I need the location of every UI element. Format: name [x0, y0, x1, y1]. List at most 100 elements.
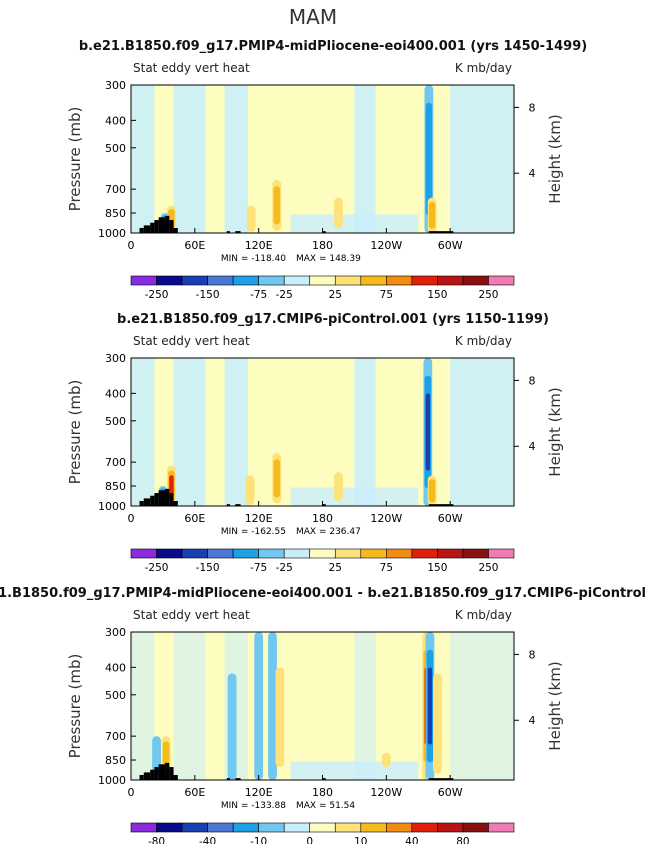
colorbar-swatch: [360, 548, 387, 559]
topography: [322, 778, 326, 780]
topography: [226, 231, 230, 233]
min-label: MIN = -118.40: [221, 254, 286, 264]
x-tick-label: 120W: [370, 786, 402, 799]
chart-panel-2: b.e21.B1850.f09_g17.CMIP6-piControl.001 …: [66, 312, 564, 574]
colorbar-swatch: [360, 822, 387, 833]
y-tick-label: 700: [105, 456, 126, 469]
y-tick-label: 850: [105, 480, 126, 493]
field-feature: [275, 667, 285, 768]
topography: [165, 488, 170, 506]
topography: [235, 778, 241, 780]
x-tick-label: 60W: [438, 512, 463, 525]
colorbar-label: 25: [329, 562, 342, 574]
y-tick-label: 850: [105, 754, 126, 767]
panel-right-label: K mb/day: [455, 608, 512, 622]
topography: [226, 504, 230, 506]
y-right-tick-label: 4: [529, 714, 536, 727]
panel-title: b.e21.B1850.f09_g17.PMIP4-midPliocene-eo…: [79, 39, 587, 54]
colorbar-label: -250: [145, 562, 169, 574]
x-tick-label: 120W: [370, 512, 402, 525]
colorbar-label: -75: [250, 289, 267, 301]
x-tick-label: 180: [312, 786, 333, 799]
colorbar-swatch: [156, 822, 183, 833]
x-tick-label: 60E: [184, 239, 205, 252]
field-feature: [425, 102, 433, 216]
panel-title: b.e21.B1850.f09_g17.PMIP4-midPliocene-eo…: [0, 586, 647, 601]
colorbar-label: -25: [276, 562, 293, 574]
topography: [143, 225, 151, 233]
x-tick-label: 120E: [245, 786, 273, 799]
y-tick-label: 500: [105, 415, 126, 428]
field-feature: [273, 186, 281, 225]
colorbar-swatch: [488, 548, 515, 559]
figure-title: MAM: [289, 5, 337, 29]
y-tick-label: 700: [105, 730, 126, 743]
colorbar-swatch: [334, 822, 362, 833]
topography: [235, 504, 241, 506]
colorbar-swatch: [334, 275, 362, 286]
field-band: [173, 358, 206, 506]
field-band: [131, 85, 155, 233]
topography: [235, 231, 241, 233]
colorbar-swatch: [411, 822, 438, 833]
panel-left-label: Stat eddy vert heat: [133, 334, 250, 348]
field-band: [224, 85, 249, 233]
field-band: [354, 632, 376, 780]
colorbar-swatch: [386, 548, 413, 559]
colorbar-label: 75: [380, 562, 393, 574]
field-feature: [254, 632, 264, 780]
colorbar-label: 40: [405, 836, 418, 844]
colorbar-swatch: [437, 548, 464, 559]
colorbar-label: -150: [196, 562, 220, 574]
y-right-axis-title: Height (km): [546, 661, 564, 750]
field-feature: [334, 197, 343, 228]
colorbar-swatch: [232, 822, 259, 833]
colorbar-swatch: [386, 822, 413, 833]
colorbar-label: 250: [478, 289, 498, 301]
topography: [169, 493, 174, 506]
colorbar-swatch: [283, 275, 311, 286]
topography: [150, 495, 155, 506]
x-tick-label: 0: [128, 786, 135, 799]
y-tick-label: 300: [105, 352, 126, 365]
colorbar-swatch: [130, 275, 157, 286]
colorbar-swatch: [156, 275, 183, 286]
field-feature: [428, 479, 436, 503]
colorbar-swatch: [258, 822, 285, 833]
field-feature: [428, 201, 436, 229]
colorbar-label: 10: [354, 836, 367, 844]
colorbar-swatch: [488, 822, 515, 833]
colorbar-swatch: [462, 822, 489, 833]
y-right-axis-title: Height (km): [546, 387, 564, 476]
field-feature: [425, 393, 431, 471]
colorbar-swatch: [411, 275, 438, 286]
field-band: [354, 85, 376, 233]
field-feature: [381, 752, 391, 768]
colorbar-swatch: [181, 275, 208, 286]
colorbar-swatch: [309, 275, 336, 286]
colorbar-label: -150: [196, 289, 220, 301]
x-tick-label: 120W: [370, 239, 402, 252]
field-band: [290, 214, 419, 233]
topography: [226, 778, 230, 780]
colorbar-label: 150: [427, 562, 447, 574]
chart-panel-3: b.e21.B1850.f09_g17.PMIP4-midPliocene-eo…: [0, 586, 647, 844]
field-band: [131, 358, 155, 506]
colorbar-swatch: [181, 822, 208, 833]
panel-right-label: K mb/day: [455, 334, 512, 348]
x-tick-label: 120E: [245, 239, 273, 252]
field-feature: [169, 475, 174, 497]
field-feature: [245, 475, 255, 505]
max-label: MAX = 236.47: [296, 527, 361, 537]
colorbar-swatch: [488, 275, 515, 286]
panel-left-label: Stat eddy vert heat: [133, 608, 250, 622]
topography: [139, 500, 144, 506]
y-tick-label: 1000: [98, 500, 126, 513]
topography: [143, 498, 151, 506]
topography: [154, 493, 159, 506]
field-feature: [268, 632, 277, 780]
field-band: [354, 358, 376, 506]
colorbar-swatch: [283, 548, 311, 559]
colorbar-label: -10: [250, 836, 267, 844]
max-label: MAX = 51.54: [296, 801, 355, 811]
